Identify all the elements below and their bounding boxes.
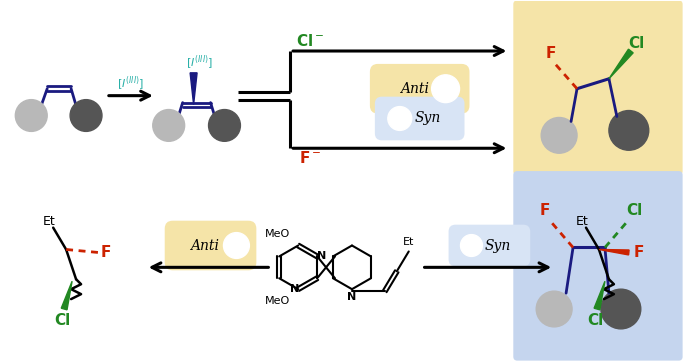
Text: $[I^{(III)}]$: $[I^{(III)}]$ — [117, 74, 145, 93]
Text: Cl: Cl — [587, 313, 603, 329]
Text: Et: Et — [575, 215, 588, 228]
Text: N: N — [316, 252, 326, 261]
Text: Cl: Cl — [629, 36, 645, 50]
Circle shape — [536, 291, 572, 327]
Polygon shape — [594, 281, 605, 310]
Polygon shape — [609, 49, 633, 79]
Text: MeO: MeO — [265, 229, 290, 238]
Circle shape — [388, 107, 412, 130]
FancyBboxPatch shape — [513, 0, 683, 175]
Circle shape — [70, 99, 102, 131]
Polygon shape — [190, 73, 197, 105]
Circle shape — [153, 110, 185, 141]
Circle shape — [601, 289, 640, 329]
Text: Et: Et — [43, 215, 55, 228]
Text: F: F — [546, 46, 556, 61]
Text: F: F — [101, 245, 111, 260]
Text: Anti: Anti — [190, 238, 219, 253]
Polygon shape — [61, 281, 72, 310]
Text: $[I^{(III)}]$: $[I^{(III)}]$ — [186, 54, 213, 72]
Circle shape — [609, 111, 649, 150]
Circle shape — [223, 233, 249, 258]
Circle shape — [208, 110, 240, 141]
Circle shape — [15, 99, 47, 131]
Text: F: F — [540, 203, 550, 218]
Text: Syn: Syn — [484, 238, 510, 253]
FancyBboxPatch shape — [513, 171, 683, 360]
Text: Et: Et — [403, 237, 414, 246]
Text: N: N — [347, 292, 357, 302]
Text: N: N — [290, 284, 299, 294]
FancyBboxPatch shape — [449, 225, 530, 266]
Polygon shape — [599, 249, 629, 255]
Circle shape — [460, 234, 482, 256]
Text: Cl: Cl — [627, 203, 643, 218]
Text: MeO: MeO — [265, 296, 290, 306]
Circle shape — [432, 75, 460, 103]
Text: Cl: Cl — [54, 313, 71, 329]
Text: Cl$^-$: Cl$^-$ — [296, 33, 325, 49]
FancyBboxPatch shape — [375, 97, 464, 140]
Text: F: F — [634, 245, 644, 260]
Circle shape — [541, 118, 577, 153]
FancyBboxPatch shape — [164, 221, 256, 270]
Text: Syn: Syn — [414, 111, 440, 126]
Text: Anti: Anti — [400, 82, 429, 96]
FancyBboxPatch shape — [370, 64, 469, 114]
Text: F$^-$: F$^-$ — [299, 150, 321, 166]
